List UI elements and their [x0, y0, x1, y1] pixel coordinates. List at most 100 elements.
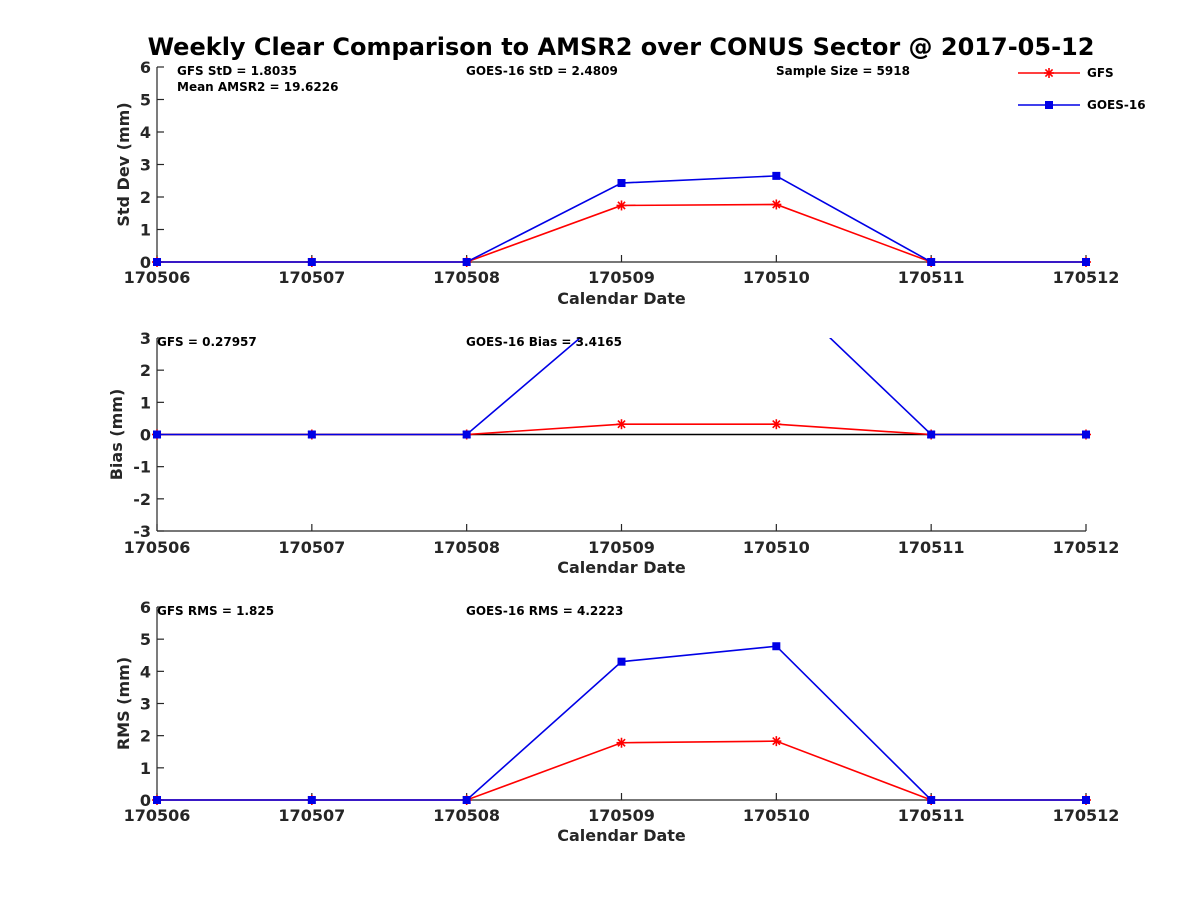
x-tick-label: 170508: [433, 806, 500, 825]
annotation-sample: Sample Size = 5918: [776, 64, 910, 78]
panel-1: 0 1 2 3 4 5 6 170506 170507 170508 170509 170510 170…: [114, 58, 1119, 308]
y-tick-label: 0: [140, 426, 151, 445]
x-tick-label: 170510: [743, 268, 810, 287]
axes: [156, 607, 1086, 801]
data-point-goes-16: [462, 258, 471, 266]
data-point-gfs: [771, 419, 782, 430]
x-tick-label: 170512: [1053, 806, 1120, 825]
y-tick-label: -1: [133, 458, 151, 477]
data-point-goes-16: [772, 171, 781, 180]
series-line-goes-16: [157, 175, 1086, 263]
annotation-gfs: GFS RMS = 1.825: [157, 604, 274, 618]
y-tick-label: 6: [140, 58, 151, 77]
series-line-goes-16: [157, 645, 1086, 801]
x-axis-label: Calendar Date: [557, 558, 686, 577]
series-line-gfs: [157, 740, 1086, 801]
panel-3: 0 1 2 3 4 5 6 170506 170507 170508 170509 170510 170…: [114, 598, 1119, 845]
y-tick-label: 4: [140, 662, 151, 681]
data-point-goes-16: [153, 796, 161, 804]
x-tick-label: 170508: [433, 538, 500, 557]
data-point-gfs: [771, 199, 782, 210]
data-point-gfs: [616, 737, 627, 748]
x-tick-label: 170511: [898, 806, 965, 825]
panel-2: -3 -2 -1 0 1 2 3 170506 170507 170508 170509 170510…: [107, 329, 1120, 577]
data-point-gfs: [616, 200, 627, 211]
y-tick-label: 3: [140, 329, 151, 348]
data-point-goes-16: [307, 796, 316, 804]
legend-marker: [1044, 68, 1054, 78]
annotation-gfs: GFS = 0.27957: [157, 335, 257, 349]
y-tick-label: 2: [140, 727, 151, 746]
x-tick-label: 170510: [743, 806, 810, 825]
y-tick-label: 0: [140, 791, 151, 810]
axes: [156, 67, 1086, 263]
series-group: [152, 338, 1091, 440]
y-tick-label: 5: [140, 91, 151, 110]
panels: 0 1 2 3 4 5 6 170506 170507 170508 170509 170510 170…: [107, 58, 1119, 845]
series-line-gfs: [157, 203, 1086, 263]
data-point-gfs: [616, 419, 627, 430]
y-tick-label: 0: [140, 253, 151, 272]
data-point-goes-16: [462, 796, 471, 804]
annotation-goes: GOES-16 RMS = 4.2223: [466, 604, 623, 618]
series-group: [152, 171, 1091, 267]
y-tick-label: 1: [140, 393, 151, 412]
data-point-goes-16: [927, 258, 936, 266]
x-tick-label: 170506: [124, 268, 191, 287]
x-tick-label: 170507: [278, 538, 345, 557]
data-point-goes-16: [1082, 430, 1090, 439]
data-point-goes-16: [307, 430, 316, 439]
series-group: [152, 642, 1091, 805]
data-point-goes-16: [927, 796, 936, 804]
y-tick-label: 3: [140, 695, 151, 714]
chart-title: Weekly Clear Comparison to AMSR2 over CO…: [148, 33, 1095, 61]
x-axis-label: Calendar Date: [557, 826, 686, 845]
x-tick-label: 170509: [588, 538, 655, 557]
legend: GFS GOES-16: [1018, 66, 1146, 112]
data-point-goes-16: [307, 258, 316, 266]
x-tick-label: 170511: [898, 268, 965, 287]
y-tick-label: 5: [140, 630, 151, 649]
y-axis-label: RMS (mm): [114, 657, 133, 750]
y-tick-label: 1: [140, 221, 151, 240]
y-tick-label: 4: [140, 123, 151, 142]
data-point-goes-16: [1082, 258, 1090, 266]
x-tick-label: 170512: [1053, 268, 1120, 287]
data-point-goes-16: [617, 657, 626, 666]
data-point-gfs: [771, 736, 782, 747]
y-tick-label: 6: [140, 598, 151, 617]
data-point-goes-16: [772, 642, 781, 651]
x-axis-label: Calendar Date: [557, 289, 686, 308]
x-tick-label: 170506: [124, 538, 191, 557]
data-point-goes-16: [617, 179, 626, 188]
annotation-goes: GOES-16 StD = 2.4809: [466, 64, 618, 78]
y-axis-label: Bias (mm): [107, 389, 126, 481]
annotation-gfs: GFS StD = 1.8035: [177, 64, 297, 78]
annotation-goes: GOES-16 Bias = 3.4165: [466, 335, 622, 349]
y-tick-label: -2: [133, 490, 151, 509]
x-tick-label: 170506: [124, 806, 191, 825]
legend-label: GFS: [1087, 66, 1114, 80]
legend-item-goes-16: GOES-16: [1018, 98, 1146, 112]
x-tick-label: 170512: [1053, 538, 1120, 557]
y-tick-label: 1: [140, 759, 151, 778]
series-line-goes-16: [157, 338, 1086, 436]
x-tick-label: 170507: [278, 806, 345, 825]
y-axis-label: Std Dev (mm): [114, 102, 133, 226]
x-tick-label: 170510: [743, 538, 810, 557]
x-tick-label: 170508: [433, 268, 500, 287]
y-tick-label: 2: [140, 188, 151, 207]
legend-label: GOES-16: [1087, 98, 1146, 112]
y-tick-label: 3: [140, 156, 151, 175]
data-point-goes-16: [927, 430, 936, 439]
legend-item-gfs: GFS: [1018, 66, 1114, 80]
data-point-goes-16: [462, 430, 471, 439]
x-tick-label: 170509: [588, 268, 655, 287]
annotation-mean: Mean AMSR2 = 19.6226: [177, 80, 338, 94]
legend-marker: [1045, 101, 1053, 109]
y-tick-label: -3: [133, 522, 151, 541]
x-tick-label: 170511: [898, 538, 965, 557]
x-tick-label: 170507: [278, 268, 345, 287]
